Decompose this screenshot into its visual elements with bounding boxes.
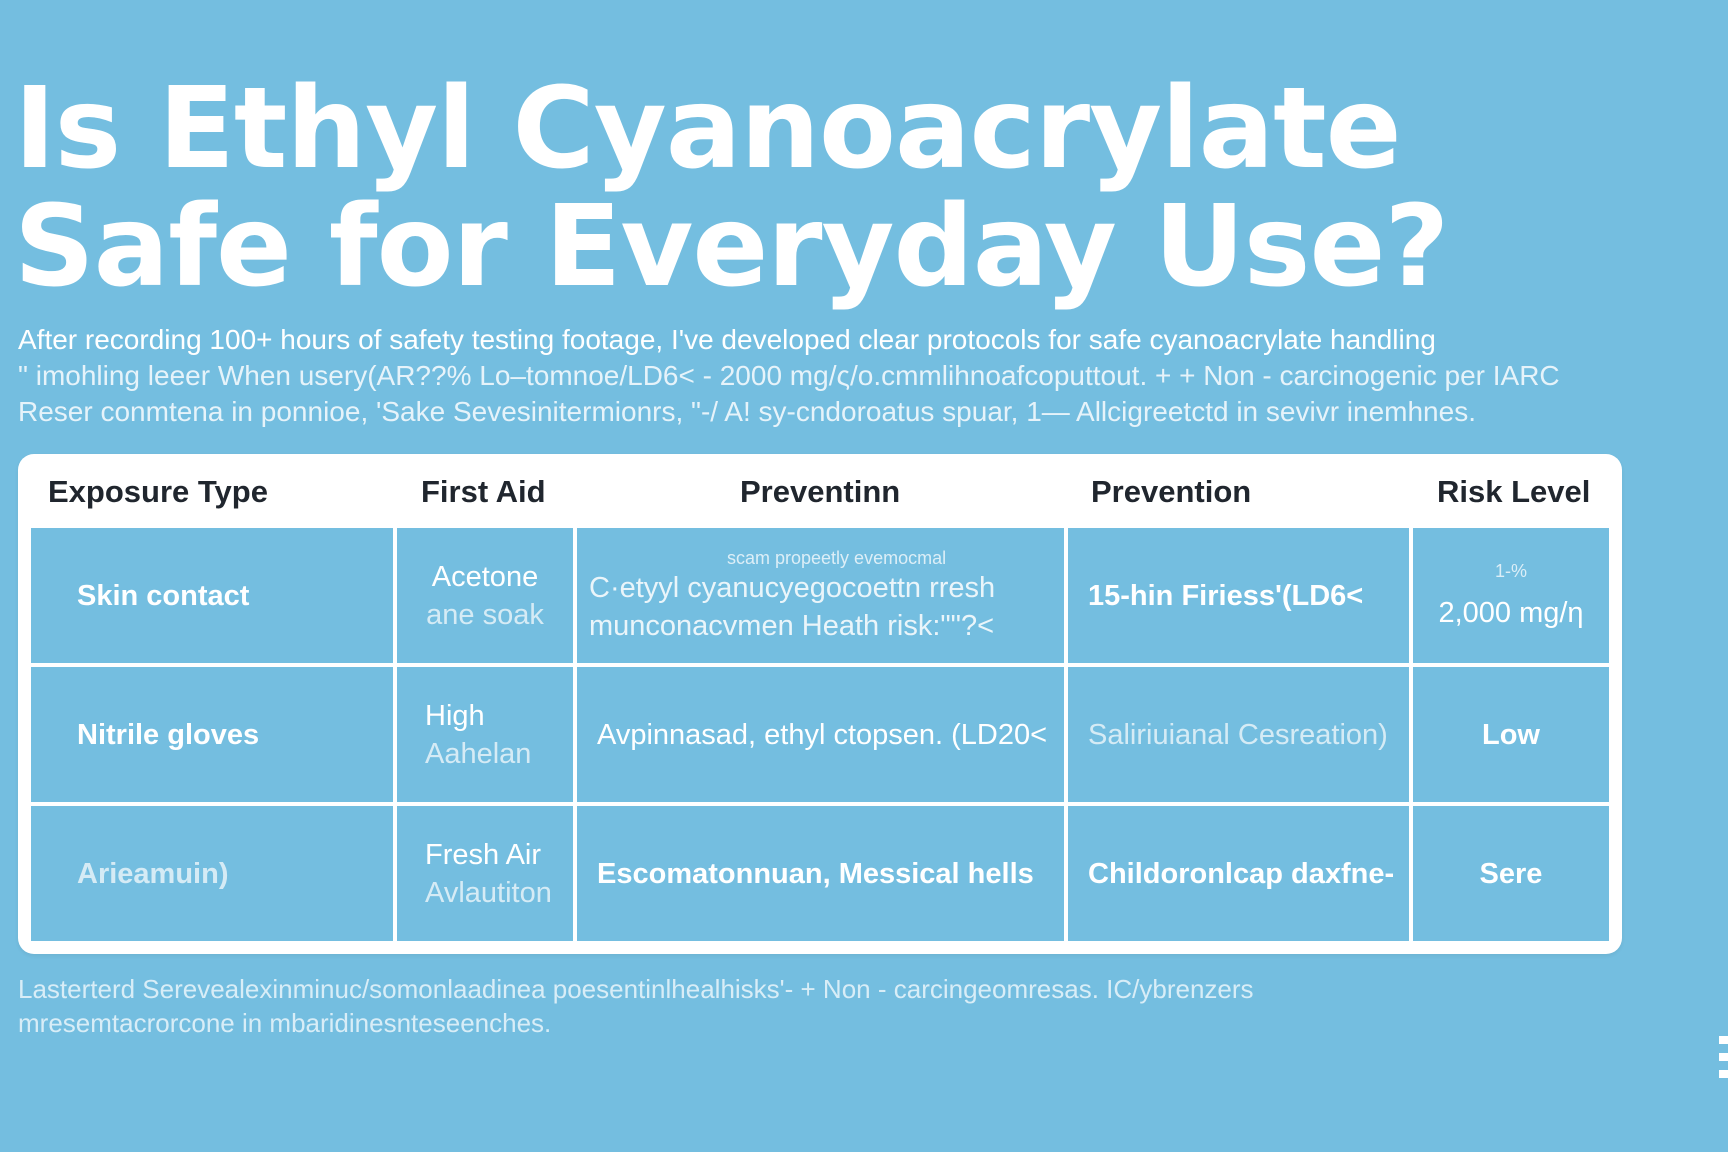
cell-text: Avlautiton <box>425 876 552 909</box>
cell-note: 1-% <box>1494 560 1527 581</box>
table-cell-prevention-a: Avpinnasad, ethyl ctopsen. (LD20< <box>577 667 1064 802</box>
page-title: Is Ethyl Cyanoacrylate Safe for Everyday… <box>14 64 1449 312</box>
table-body: Skin contact Acetone ane soak scam prope… <box>31 528 1609 941</box>
cell-text: Avpinnasad, ethyl ctopsen. (LD20< <box>597 718 1048 751</box>
safety-table-card: Exposure Type First Aid Preventinn Preve… <box>18 454 1622 954</box>
cell-text: Low <box>1482 718 1540 751</box>
cell-text: ane soak <box>426 598 544 631</box>
footnote-line: mresemtacrorcone in mbaridinesnteseenche… <box>18 1008 552 1038</box>
table-header-row: Exposure Type First Aid Preventinn Preve… <box>18 454 1622 530</box>
cell-text: 15-hin Firiess'(LD6< <box>1088 579 1364 612</box>
table-cell-first-aid: High Aahelan <box>397 667 573 802</box>
column-header-risk-level: Risk Level <box>1437 474 1591 509</box>
table-cell-exposure: Skin contact <box>31 528 393 663</box>
table-cell-prevention-b: Childoronlcap daxfne- <box>1068 806 1409 941</box>
column-header-prevention-b: Prevention <box>1091 474 1252 509</box>
cell-text: Fresh Air <box>425 838 542 871</box>
cell-text: Escomatonnuan, Messical hells <box>597 857 1034 890</box>
table-cell-prevention-b: Saliriuianal Cesreation) <box>1068 667 1409 802</box>
intro-line: Reser conmtena in ponnioe, 'Sake Sevesin… <box>18 396 1476 427</box>
corner-glyph-icon <box>1719 1036 1728 1086</box>
cell-text: munconacvmen Heath risk:""?< <box>589 609 995 642</box>
cell-text: Aahelan <box>425 737 532 770</box>
cell-text: Acetone <box>431 560 539 593</box>
table-cell-prevention-a: scam propeetly evemocmal C·etyyl cyanucy… <box>577 528 1064 663</box>
intro-line: " imohling leeer When usery(AR??% Lo–tom… <box>18 360 1560 391</box>
intro-line: After recording 100+ hours of safety tes… <box>18 324 1436 355</box>
table-cell-first-aid: Fresh Air Avlautiton <box>397 806 573 941</box>
table-cell-prevention-b: 15-hin Firiess'(LD6< <box>1068 528 1409 663</box>
table-cell-prevention-a: Escomatonnuan, Messical hells <box>577 806 1064 941</box>
cell-text: C·etyyl cyanucyegocoettn rresh <box>589 571 996 604</box>
footnote-line: Lasterterd Serevealexinminuc/somonlaadin… <box>18 974 1254 1004</box>
cell-text: Nitrile gloves <box>77 718 260 751</box>
table-cell-exposure: Arieamuin) <box>31 806 393 941</box>
table-cell-risk-level: Sere <box>1413 806 1609 941</box>
cell-text: Arieamuin) <box>77 857 229 890</box>
footnote: Lasterterd Serevealexinminuc/somonlaadin… <box>18 972 1438 1040</box>
table-cell-risk-level: Low <box>1413 667 1609 802</box>
column-header-first-aid: First Aid <box>421 474 546 509</box>
intro-paragraph: After recording 100+ hours of safety tes… <box>18 322 1718 430</box>
table-cell-risk-level: 1-% 2,000 mg/η <box>1413 528 1609 663</box>
cell-text: Sere <box>1479 857 1543 890</box>
column-header-exposure-type: Exposure Type <box>48 474 268 509</box>
cell-text: High <box>425 699 485 732</box>
cell-text: Skin contact <box>77 579 250 612</box>
table-cell-first-aid: Acetone ane soak <box>397 528 573 663</box>
cell-text: Childoronlcap daxfne- <box>1088 857 1395 890</box>
table-cell-exposure: Nitrile gloves <box>31 667 393 802</box>
cell-text: 2,000 mg/η <box>1438 596 1584 629</box>
cell-text: Saliriuianal Cesreation) <box>1088 718 1388 751</box>
cell-note: scam propeetly evemocmal <box>727 547 947 568</box>
column-header-prevention-a: Preventinn <box>740 474 901 509</box>
